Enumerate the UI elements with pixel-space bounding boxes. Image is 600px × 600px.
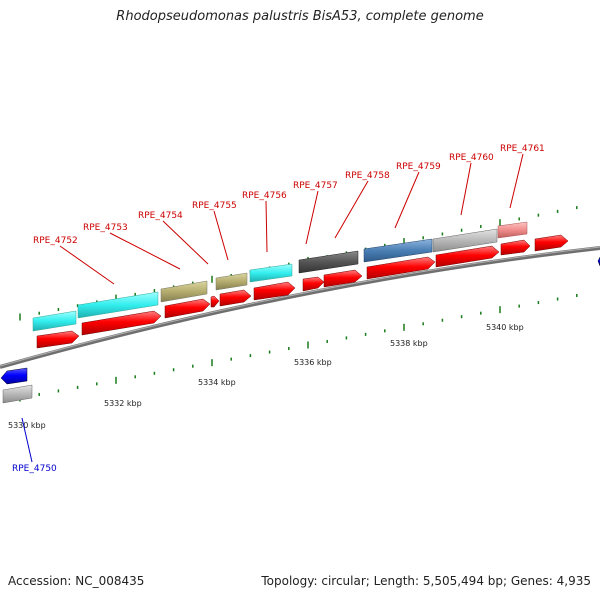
cds-arrow-rpe-4759[interactable] [366,256,436,280]
accession-text: Accession: NC_008435 [8,574,145,588]
scale-label-5334: 5334 kbp [198,378,236,387]
gene-label-rpe-4755[interactable]: RPE_4755 [192,201,237,211]
gene-label-rpe-4753[interactable]: RPE_4753 [83,223,128,233]
leader-line-rpe-4761 [509,153,524,209]
leader-line-rpe-4758 [334,180,369,239]
leader-line-rpe-4757 [305,190,319,245]
cds-arrow-rpe-4750[interactable] [0,367,28,385]
cog-box-rpe-4752[interactable] [32,310,77,332]
genome-backbone [0,246,600,369]
scale-label-5332: 5332 kbp [104,399,142,408]
cog-box-rpe-4754[interactable] [160,280,208,303]
cds-arrow-rpe-4755[interactable] [219,289,252,307]
cds-arrow-rpe-4758[interactable] [323,269,363,288]
gene-label-rpe-4758[interactable]: RPE_4758 [345,171,390,181]
leader-line-rpe-4753 [109,232,181,270]
cog-box-rpe-4761[interactable] [497,221,528,239]
cds-arrow-rpe-4760[interactable] [435,245,500,268]
leader-line-rpe-4755 [213,210,229,261]
cog-box-rpe-4757[interactable] [298,250,359,274]
cds-arrow-rpe-4754[interactable] [164,298,211,319]
scale-label-5340: 5340 kbp [486,323,524,332]
topology-text: Topology: circular; Length: 5,505,494 bp… [261,574,591,588]
gene-label-rpe-4752[interactable]: RPE_4752 [33,236,78,246]
cds-arrow-rpe-4757[interactable] [302,276,325,292]
cog-box-rpe-4759[interactable] [363,238,433,263]
cog-box-rpe-4755[interactable] [215,272,248,291]
leader-line-rpe-4754 [162,220,209,265]
cds-arrow-rpe-4761[interactable] [534,234,569,252]
genome-backbone-highlight [0,246,600,367]
leader-line-rpe-4752 [59,245,115,285]
gene-label-rpe-4756[interactable]: RPE_4756 [242,191,287,201]
cog-box-rpe-4753[interactable] [77,291,159,319]
gene-label-rpe-4750[interactable]: RPE_4750 [12,464,57,474]
gene-label-rpe-4761[interactable]: RPE_4761 [500,144,545,154]
gene-label-rpe-4757[interactable]: RPE_4757 [293,181,338,191]
leader-lines [21,153,524,463]
gene-label-rpe-4760[interactable]: RPE_4760 [449,153,494,163]
cog-box-rpe-4760[interactable] [432,228,498,253]
cog-box-rpe-4750[interactable] [2,384,33,404]
cds-arrow-rpe-4760b[interactable] [500,239,531,256]
gene-label-rpe-4754[interactable]: RPE_4754 [138,211,183,221]
leader-line-rpe-4759 [394,171,420,229]
cds-arrow-rpe-4756[interactable] [253,281,296,301]
cds-arrow-rpe-4752[interactable] [36,330,80,349]
leader-line-rpe-4756 [265,200,268,253]
gene-labels: RPE_4750 RPE_4752 RPE_4753 RPE_4754 RPE_… [12,144,545,474]
cog-boxes [2,221,528,404]
map-title: Rhodopseudomonas palustris BisA53, compl… [116,9,484,24]
scale-label-5336: 5336 kbp [294,358,332,367]
cds-arrows [0,234,600,385]
cog-box-rpe-4756[interactable] [249,263,293,283]
scale-label-5338: 5338 kbp [390,339,428,348]
leader-line-rpe-4750 [21,417,33,463]
gene-label-rpe-4759[interactable]: RPE_4759 [396,162,441,172]
leader-line-rpe-4760 [460,162,472,216]
scale-label-5330: 5330 kbp [8,421,46,430]
cds-arrow-rpe-4753[interactable] [81,310,162,336]
cds-arrow-rpe-4754b[interactable] [210,295,220,308]
